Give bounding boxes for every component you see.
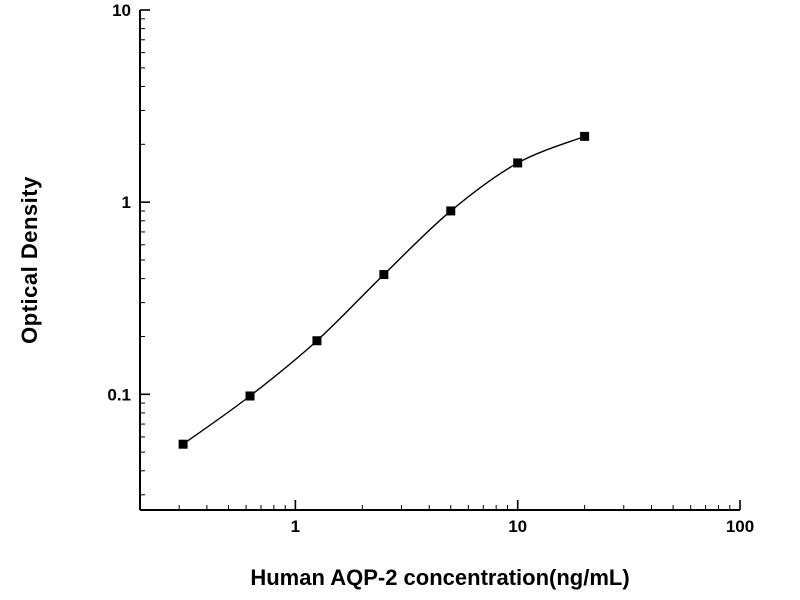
x-tick-label: 1 xyxy=(291,517,300,536)
data-point-marker xyxy=(178,439,188,449)
y-tick-label: 10 xyxy=(112,1,131,20)
y-tick-label: 0.1 xyxy=(107,385,131,404)
y-axis-title: Optical Density xyxy=(17,176,42,344)
x-axis-title: Human AQP-2 concentration(ng/mL) xyxy=(250,565,630,590)
data-point-marker xyxy=(312,336,322,346)
x-tick-label: 10 xyxy=(508,517,527,536)
x-tick-label: 100 xyxy=(726,517,754,536)
data-point-marker xyxy=(379,270,389,280)
data-point-marker xyxy=(245,391,255,401)
data-point-marker xyxy=(580,131,590,141)
curve-line xyxy=(182,135,585,445)
data-point-marker xyxy=(446,206,456,216)
data-point-marker xyxy=(513,158,523,168)
y-tick-label: 1 xyxy=(122,193,131,212)
